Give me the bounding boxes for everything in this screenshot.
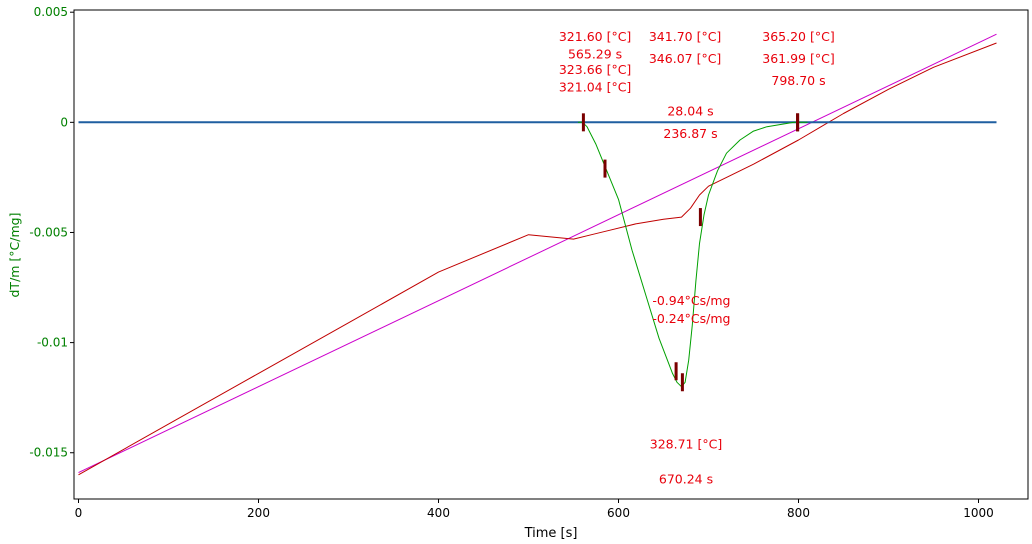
annotation-label: 236.87 s xyxy=(663,126,717,141)
derivative-series-line xyxy=(578,121,808,388)
sample-series-line xyxy=(78,42,997,476)
series-layer xyxy=(78,33,997,476)
annotation-label: -0.94°Cs/mg xyxy=(652,293,730,308)
x-tick-label: 1000 xyxy=(963,506,994,520)
x-tick-label: 200 xyxy=(247,506,270,520)
y-axis-ticks: 0.005 0 -0.005 -0.01 -0.015 xyxy=(29,5,74,460)
y-tick-label: -0.005 xyxy=(29,225,68,239)
plot-frame xyxy=(73,9,1029,500)
peak-marker xyxy=(680,373,684,392)
annotation-label: 361.99 [°C] xyxy=(762,51,834,66)
y-tick-label: 0.005 xyxy=(34,5,68,19)
annotation-label: 798.70 s xyxy=(771,73,825,88)
annotation-label: 323.66 [°C] xyxy=(559,62,631,77)
annotation-label: -0.24°Cs/mg xyxy=(652,311,730,326)
annotation-label: 321.60 [°C] xyxy=(559,29,631,44)
annotation-label: 341.70 [°C] xyxy=(649,29,721,44)
annotation-label: 321.04 [°C] xyxy=(559,80,631,95)
peak-marker xyxy=(581,113,585,132)
annotation-label: 565.29 s xyxy=(568,46,622,61)
peak-marker xyxy=(796,113,800,132)
annotation-label: 365.20 [°C] xyxy=(762,29,834,44)
peak-marker xyxy=(698,208,702,227)
x-tick-label: 800 xyxy=(787,506,810,520)
y-axis-label: dT/m [°C/mg] xyxy=(7,213,22,298)
marker-layer xyxy=(581,113,800,392)
y-tick-label: 0 xyxy=(60,115,68,129)
x-axis-ticks: 0 200 400 600 800 1000 xyxy=(75,499,994,520)
x-tick-label: 600 xyxy=(607,506,630,520)
annotation-label: 670.24 s xyxy=(659,472,713,487)
annotation-label: 328.71 [°C] xyxy=(650,436,722,451)
annotation-label: 346.07 [°C] xyxy=(649,51,721,66)
x-tick-label: 400 xyxy=(427,506,450,520)
annotation-label: 28.04 s xyxy=(667,104,713,119)
peak-marker xyxy=(674,362,678,381)
x-tick-label: 0 xyxy=(75,506,83,520)
peak-marker xyxy=(603,159,607,178)
reference-series-line xyxy=(78,33,997,474)
y-tick-label: -0.015 xyxy=(29,446,68,460)
y-tick-label: -0.01 xyxy=(37,336,68,350)
x-axis-label: Time [s] xyxy=(524,526,578,541)
